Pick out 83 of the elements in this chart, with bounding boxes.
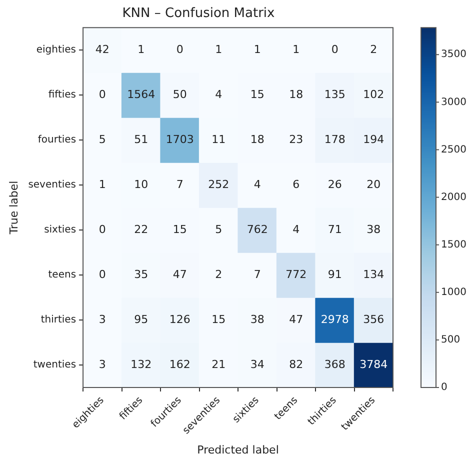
color-bar-label: 3500 [441, 49, 466, 60]
data-label: 15 [250, 88, 264, 101]
data-label: 0 [98, 222, 106, 236]
data-label: 11 [212, 132, 226, 146]
data-label: 132 [130, 358, 152, 371]
data-label: 1 [138, 42, 145, 56]
data-label: 35 [134, 268, 148, 281]
data-label: 18 [250, 132, 264, 146]
data-label: 15 [212, 312, 226, 326]
data-label: 2 [215, 268, 222, 281]
color-bar-label: 500 [441, 334, 460, 346]
data-label: 47 [289, 312, 304, 326]
data-label: 178 [324, 132, 346, 146]
data-label: 2 [370, 42, 378, 56]
y-axis-title: True label [7, 180, 20, 236]
data-label: 762 [246, 222, 268, 236]
data-label: 22 [134, 222, 148, 236]
data-label: 34 [250, 358, 264, 371]
data-label: 5 [215, 222, 222, 236]
y-tick-label: seventies [28, 180, 76, 191]
data-label: 1564 [127, 88, 156, 101]
data-label: 135 [324, 88, 346, 101]
y-tick-label: teens [48, 270, 76, 281]
data-label: 1 [98, 178, 106, 191]
data-label: 4 [254, 178, 261, 191]
data-label: 4 [215, 88, 222, 101]
data-label: 7 [254, 268, 261, 281]
data-label: 252 [208, 178, 230, 191]
data-label: 18 [289, 88, 304, 101]
color-bar-label: 0 [441, 382, 448, 394]
data-label: 194 [363, 132, 384, 146]
data-label: 10 [134, 178, 148, 191]
data-label: 5 [98, 132, 106, 146]
data-label: 42 [95, 42, 110, 56]
data-label: 38 [250, 312, 264, 326]
data-label: 772 [286, 268, 307, 281]
data-label: 51 [134, 132, 148, 146]
data-label: 47 [172, 268, 187, 281]
color-bar-label: 3000 [441, 96, 466, 108]
data-label: 3784 [360, 358, 388, 371]
data-label: 2978 [320, 312, 349, 326]
data-label: 0 [176, 42, 184, 56]
data-label: 0 [98, 268, 106, 281]
data-label: 6 [292, 178, 300, 191]
data-label: 0 [331, 42, 338, 56]
data-label: 126 [169, 312, 190, 326]
data-label: 162 [169, 358, 190, 371]
y-tick-label: twenties [33, 360, 76, 371]
color-bar-label: 2000 [441, 192, 466, 203]
data-label: 91 [328, 268, 342, 281]
data-label: 368 [324, 358, 346, 371]
data-label: 0 [98, 88, 106, 101]
data-label: 23 [289, 132, 304, 146]
y-tick-label: thirties [40, 314, 76, 326]
data-label: 7 [176, 178, 184, 191]
data-label: 4 [292, 222, 300, 236]
x-axis-title: Predicted label [197, 443, 279, 456]
data-label: 50 [172, 88, 187, 101]
data-label: 21 [212, 358, 226, 371]
data-label: 356 [363, 312, 384, 326]
data-label: 1 [292, 42, 300, 56]
data-label: 1703 [166, 132, 194, 146]
color-bar-label: 2500 [441, 144, 466, 156]
data-label: 82 [289, 358, 304, 371]
y-tick-label: eighties [36, 44, 76, 56]
data-label: 38 [366, 222, 381, 236]
data-label: 95 [134, 312, 148, 326]
color-bar-label: 1000 [441, 286, 466, 298]
data-label: 1 [215, 42, 222, 56]
data-label: 1 [254, 42, 261, 56]
data-label: 3 [98, 358, 106, 371]
y-tick-label: fourties [38, 134, 76, 146]
color-bar-label: 1500 [441, 239, 466, 250]
data-label: 102 [363, 88, 384, 101]
data-label: 15 [172, 222, 187, 236]
y-tick-label: fifties [48, 90, 76, 101]
chart-title: KNN – Confusion Matrix [122, 6, 276, 22]
data-label: 71 [328, 222, 342, 236]
y-tick-label: sixties [44, 224, 76, 236]
data-label: 20 [366, 178, 381, 191]
data-label: 3 [98, 312, 106, 326]
data-label: 134 [363, 268, 384, 281]
data-label: 26 [328, 178, 342, 191]
